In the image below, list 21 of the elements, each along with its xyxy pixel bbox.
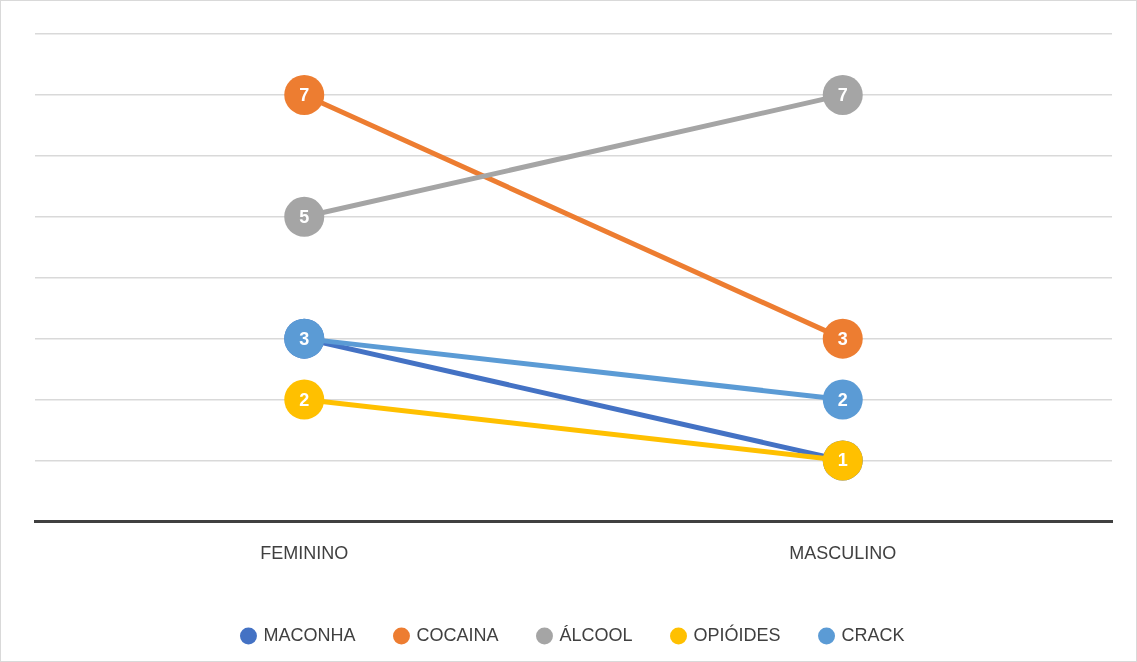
point bbox=[284, 74, 325, 115]
legend-label: COCAINA bbox=[416, 624, 499, 645]
point bbox=[822, 74, 863, 115]
data-label: 2 bbox=[837, 389, 848, 410]
data-label: 3 bbox=[837, 328, 848, 349]
data-label: 7 bbox=[837, 84, 848, 105]
legend-label: MACONHA bbox=[263, 624, 356, 645]
data-label: 3 bbox=[299, 328, 310, 349]
data-label: 2 bbox=[299, 389, 310, 410]
point bbox=[822, 318, 863, 359]
x-tick-label: FEMININO bbox=[260, 543, 349, 564]
legend-label: ÁLCOOL bbox=[559, 624, 633, 645]
data-label: 1 bbox=[837, 450, 848, 471]
data-label: 7 bbox=[299, 84, 310, 105]
point bbox=[822, 379, 863, 420]
data-label: 5 bbox=[299, 206, 310, 227]
legend-label: CRACK bbox=[841, 624, 905, 645]
x-tick-label: MASCULINO bbox=[789, 543, 897, 564]
point bbox=[284, 196, 325, 237]
point bbox=[284, 379, 325, 420]
legend-label: OPIÓIDES bbox=[693, 623, 781, 645]
